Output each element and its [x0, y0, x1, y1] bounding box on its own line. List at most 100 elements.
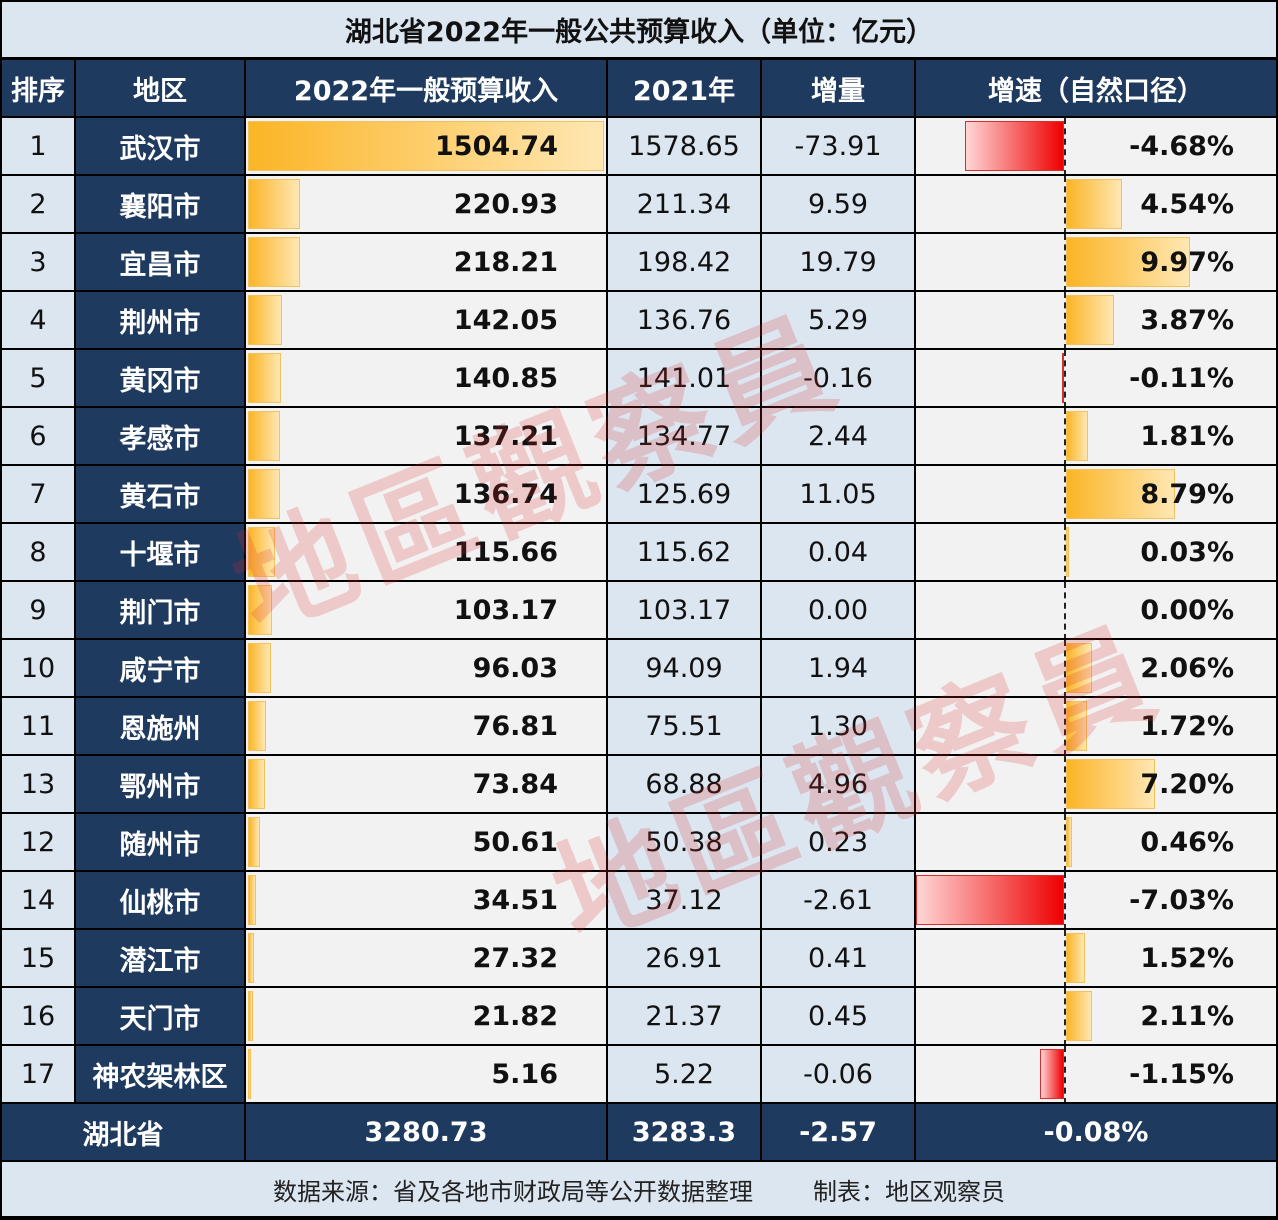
- growth-value: -0.11%: [1129, 362, 1234, 394]
- cell-rev2021: 75.51: [608, 698, 760, 754]
- cell-increase: 4.96: [762, 756, 914, 812]
- growth-bar-positive: [1066, 179, 1122, 229]
- header-rev2022: 2022年一般预算收入: [246, 60, 606, 116]
- rev2022-value: 103.17: [453, 594, 558, 626]
- table-row: 4 荆州市 142.05 136.76 5.29 3.87%: [0, 292, 1278, 350]
- growth-bar-positive: [1066, 295, 1114, 345]
- cell-rev2021: 134.77: [608, 408, 760, 464]
- rev2022-data-bar: [248, 353, 281, 403]
- rev2022-data-bar: [248, 411, 280, 461]
- header-region: 地区: [76, 60, 244, 116]
- growth-value: 1.72%: [1140, 710, 1234, 742]
- rev2022-data-bar: [248, 585, 272, 635]
- growth-value: 7.20%: [1140, 768, 1234, 800]
- cell-rev2022: 27.32: [246, 930, 606, 986]
- table-row: 16 天门市 21.82 21.37 0.45 2.11%: [0, 988, 1278, 1046]
- cell-growth: 1.81%: [916, 408, 1276, 464]
- cell-growth: -7.03%: [916, 872, 1276, 928]
- rev2022-data-bar: [248, 527, 275, 577]
- growth-bar-positive: [1066, 701, 1087, 751]
- growth-zero-axis: [1064, 872, 1066, 928]
- cell-rank: 9: [2, 582, 74, 638]
- table-row: 15 潜江市 27.32 26.91 0.41 1.52%: [0, 930, 1278, 988]
- growth-bar-positive: [1066, 759, 1155, 809]
- cell-region: 咸宁市: [76, 640, 244, 696]
- rev2022-data-bar: [248, 817, 260, 867]
- cell-rev2022: 115.66: [246, 524, 606, 580]
- cell-rev2022: 103.17: [246, 582, 606, 638]
- cell-rev2021: 136.76: [608, 292, 760, 348]
- cell-increase: 0.00: [762, 582, 914, 638]
- growth-value: -7.03%: [1129, 884, 1234, 916]
- cell-rev2021: 198.42: [608, 234, 760, 290]
- cell-region: 荆门市: [76, 582, 244, 638]
- cell-growth: 9.97%: [916, 234, 1276, 290]
- rev2022-data-bar: [248, 179, 300, 229]
- cell-rev2022: 34.51: [246, 872, 606, 928]
- cell-region: 荆州市: [76, 292, 244, 348]
- data-source-note: 数据来源：省及各地市财政局等公开数据整理: [273, 1177, 753, 1206]
- growth-zero-axis: [1064, 118, 1066, 174]
- total-label: 湖北省: [2, 1104, 244, 1160]
- growth-zero-axis: [1064, 756, 1066, 812]
- growth-value: 1.52%: [1140, 942, 1234, 974]
- rev2022-value: 96.03: [472, 652, 558, 684]
- rev2022-value: 73.84: [472, 768, 558, 800]
- total-growth: -0.08%: [916, 1104, 1276, 1160]
- cell-increase: -73.91: [762, 118, 914, 174]
- cell-region: 襄阳市: [76, 176, 244, 232]
- cell-rev2022: 76.81: [246, 698, 606, 754]
- cell-rev2021: 37.12: [608, 872, 760, 928]
- cell-growth: 0.46%: [916, 814, 1276, 870]
- cell-rev2021: 68.88: [608, 756, 760, 812]
- table-row: 7 黄石市 136.74 125.69 11.05 8.79%: [0, 466, 1278, 524]
- cell-increase: 0.04: [762, 524, 914, 580]
- header-growth: 增速（自然口径）: [916, 60, 1276, 116]
- rev2022-data-bar: [248, 875, 256, 925]
- rev2022-value: 136.74: [453, 478, 558, 510]
- cell-rank: 17: [2, 1046, 74, 1102]
- cell-region: 鄂州市: [76, 756, 244, 812]
- rev2022-value: 50.61: [472, 826, 558, 858]
- growth-zero-axis: [1064, 1046, 1066, 1102]
- cell-rev2022: 220.93: [246, 176, 606, 232]
- cell-rank: 14: [2, 872, 74, 928]
- rev2022-data-bar: [248, 933, 254, 983]
- cell-rev2022: 5.16: [246, 1046, 606, 1102]
- cell-rev2022: 21.82: [246, 988, 606, 1044]
- cell-rev2021: 26.91: [608, 930, 760, 986]
- growth-zero-axis: [1064, 640, 1066, 696]
- table-row: 5 黄冈市 140.85 141.01 -0.16 -0.11%: [0, 350, 1278, 408]
- cell-region: 仙桃市: [76, 872, 244, 928]
- rev2022-data-bar: [248, 643, 271, 693]
- cell-growth: 3.87%: [916, 292, 1276, 348]
- rev2022-value: 76.81: [472, 710, 558, 742]
- rev2022-data-bar: [248, 295, 282, 345]
- cell-growth: -1.15%: [916, 1046, 1276, 1102]
- cell-rank: 2: [2, 176, 74, 232]
- cell-rev2021: 5.22: [608, 1046, 760, 1102]
- rev2022-value: 115.66: [453, 536, 558, 568]
- cell-rev2022: 137.21: [246, 408, 606, 464]
- rev2022-data-bar: [248, 991, 253, 1041]
- cell-increase: 19.79: [762, 234, 914, 290]
- cell-growth: 8.79%: [916, 466, 1276, 522]
- rev2022-data-bar: [248, 759, 265, 809]
- growth-bar-negative: [965, 121, 1064, 171]
- growth-zero-axis: [1064, 988, 1066, 1044]
- cell-rank: 12: [2, 814, 74, 870]
- growth-zero-axis: [1064, 176, 1066, 232]
- table-row: 1 武汉市 1504.74 1578.65 -73.91 -4.68%: [0, 118, 1278, 176]
- cell-rank: 11: [2, 698, 74, 754]
- rev2022-data-bar: [248, 469, 280, 519]
- table-row: 2 襄阳市 220.93 211.34 9.59 4.54%: [0, 176, 1278, 234]
- growth-value: 9.97%: [1140, 246, 1234, 278]
- growth-zero-axis: [1064, 408, 1066, 464]
- growth-value: 0.46%: [1140, 826, 1234, 858]
- rev2022-value: 140.85: [453, 362, 558, 394]
- cell-growth: 4.54%: [916, 176, 1276, 232]
- growth-bar-positive: [1066, 237, 1190, 287]
- cell-increase: -2.61: [762, 872, 914, 928]
- table-row: 9 荆门市 103.17 103.17 0.00 0.00%: [0, 582, 1278, 640]
- rev2022-data-bar: [248, 237, 300, 287]
